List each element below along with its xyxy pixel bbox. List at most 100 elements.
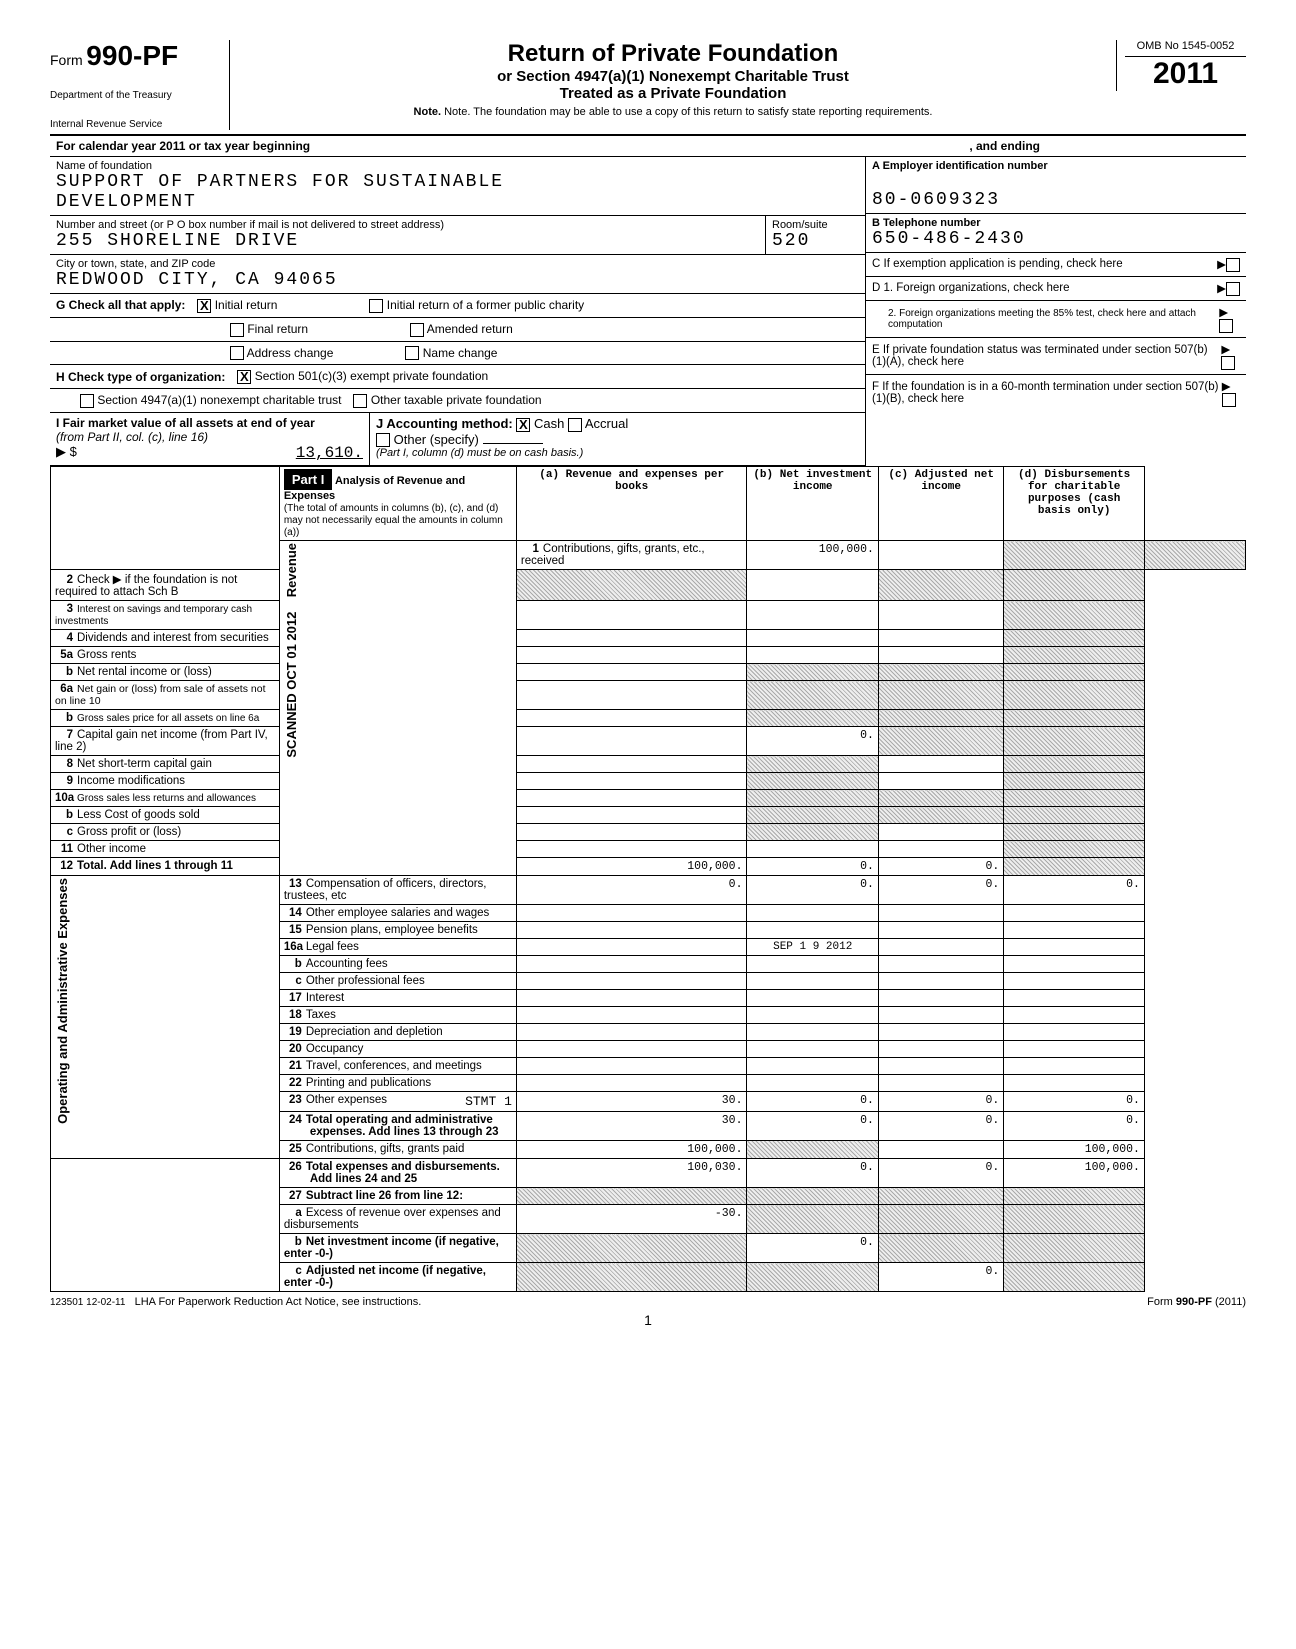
- note-text: Note. The foundation may be able to use …: [444, 106, 932, 118]
- room-value: 520: [772, 231, 859, 251]
- l16a-label: Legal fees: [306, 941, 359, 953]
- l13-b: 0.: [747, 876, 878, 905]
- col-b-header: (b) Net investment income: [747, 467, 878, 541]
- name-change-checkbox[interactable]: [405, 346, 419, 360]
- l26-label: Total expenses and disbursements.: [306, 1161, 500, 1173]
- l7-label: Capital gain net income (from Part IV, l…: [55, 729, 268, 753]
- j-cash-checkbox[interactable]: X: [516, 418, 530, 432]
- line-13: Operating and Administrative Expenses 13…: [51, 876, 1246, 905]
- d2-checkbox[interactable]: [1219, 319, 1233, 333]
- ein-label: A Employer identification number: [872, 160, 1240, 172]
- final-return-checkbox[interactable]: [230, 323, 244, 337]
- amended-checkbox[interactable]: [410, 323, 424, 337]
- l3-label: Interest on savings and temporary cash i…: [55, 604, 252, 627]
- l1-label: Contributions, gifts, grants, etc., rece…: [521, 543, 705, 567]
- c-row: C If exemption application is pending, c…: [866, 253, 1246, 277]
- h-501c3-checkbox[interactable]: X: [237, 370, 251, 384]
- addr-value: 255 SHORELINE DRIVE: [56, 231, 759, 251]
- e-row: E If private foundation status was termi…: [866, 338, 1246, 375]
- j-accrual-checkbox[interactable]: [568, 418, 582, 432]
- col-d-header: (d) Disbursements for charitable purpose…: [1004, 467, 1145, 541]
- h-4947-checkbox[interactable]: [80, 394, 94, 408]
- l9-label: Income modifications: [77, 775, 185, 787]
- g-check-row-2: Final return Amended return: [50, 318, 865, 342]
- l27-label: Subtract line 26 from line 12:: [306, 1190, 463, 1202]
- part1-subtitle: (The total of amounts in columns (b), (c…: [284, 503, 503, 538]
- j-other-label: Other (specify): [394, 432, 479, 447]
- l24-label: Total operating and administrative: [306, 1114, 493, 1126]
- l13-a: 0.: [516, 876, 747, 905]
- l23-stmt: STMT 1: [465, 1094, 512, 1109]
- dept-treasury: Department of the Treasury: [50, 90, 221, 101]
- room-suite-col: Room/suite 520: [765, 216, 865, 254]
- h-label: H Check type of organization:: [56, 370, 225, 384]
- l24-a: 30.: [516, 1112, 747, 1141]
- initial-former-checkbox[interactable]: [369, 299, 383, 313]
- l8-label: Net short-term capital gain: [77, 758, 212, 770]
- l27a-label: Excess of revenue over expenses and disb…: [284, 1207, 501, 1231]
- l12-c: 0.: [878, 858, 1003, 876]
- i-value: 13,610.: [296, 444, 363, 462]
- form-year-block: OMB No 1545-0052 2011: [1116, 40, 1246, 91]
- l16c-label: Other professional fees: [306, 975, 425, 987]
- city-block: City or town, state, and ZIP code REDWOO…: [50, 255, 865, 294]
- d2-label: 2. Foreign organizations meeting the 85%…: [872, 308, 1219, 330]
- footer-form: Form 990-PF (2011): [1147, 1296, 1246, 1308]
- line-9: 9Income modifications: [51, 773, 1246, 790]
- l23-b: 0.: [747, 1092, 878, 1112]
- addr-change-label: Address change: [247, 346, 334, 360]
- l27b-b: 0.: [747, 1234, 878, 1263]
- l27a-a: -30.: [516, 1205, 747, 1234]
- l2-label: Check ▶ if the foundation is not require…: [55, 574, 237, 598]
- d1-checkbox[interactable]: [1226, 282, 1240, 296]
- l24-c: 0.: [878, 1112, 1003, 1141]
- f-row: F If the foundation is in a 60-month ter…: [866, 375, 1246, 411]
- g-label: G Check all that apply:: [56, 298, 185, 312]
- h-501c3-label: Section 501(c)(3) exempt private foundat…: [255, 369, 488, 383]
- ein-value: 80-0609323: [872, 190, 1240, 210]
- initial-return-checkbox[interactable]: X: [197, 299, 211, 313]
- l19-label: Depreciation and depletion: [306, 1026, 443, 1038]
- l23-a: 30.: [516, 1092, 747, 1112]
- footer-lha: LHA For Paperwork Reduction Act Notice, …: [135, 1296, 422, 1308]
- c-checkbox[interactable]: [1226, 258, 1240, 272]
- l12-a: 100,000.: [516, 858, 747, 876]
- l20-label: Occupancy: [306, 1043, 364, 1055]
- l14-label: Other employee salaries and wages: [306, 907, 489, 919]
- h-4947-label: Section 4947(a)(1) nonexempt charitable …: [97, 393, 341, 407]
- footer-row: 123501 12-02-11 LHA For Paperwork Reduct…: [50, 1292, 1246, 1312]
- form-note: Note. Note. The foundation may be able t…: [250, 106, 1096, 118]
- line-6b: bGross sales price for all assets on lin…: [51, 710, 1246, 727]
- h-other-checkbox[interactable]: [353, 394, 367, 408]
- e-checkbox[interactable]: [1221, 356, 1235, 370]
- l5a-label: Gross rents: [77, 649, 136, 661]
- dept-irs: Internal Revenue Service: [50, 119, 221, 130]
- line-6a: 6aNet gain or (loss) from sale of assets…: [51, 681, 1246, 710]
- cal-year-begin: For calendar year 2011 or tax year begin…: [50, 136, 316, 156]
- f-checkbox[interactable]: [1222, 393, 1236, 407]
- l27c-label: Adjusted net income (if negative, enter …: [284, 1265, 486, 1289]
- d2-row: 2. Foreign organizations meeting the 85%…: [866, 301, 1246, 338]
- line-10b: bLess Cost of goods sold: [51, 807, 1246, 824]
- addr-change-checkbox[interactable]: [230, 346, 244, 360]
- form-prefix: Form: [50, 52, 83, 68]
- part1-header: Part I: [284, 469, 333, 490]
- line-10c: cGross profit or (loss): [51, 824, 1246, 841]
- col-a-header: (a) Revenue and expenses per books: [516, 467, 747, 541]
- g-check-row: G Check all that apply: X Initial return…: [50, 294, 865, 318]
- l23-label: Other expenses: [306, 1094, 387, 1106]
- form-subtitle1: or Section 4947(a)(1) Nonexempt Charitab…: [250, 68, 1096, 85]
- phone-label: B Telephone number: [872, 217, 1240, 229]
- amended-label: Amended return: [427, 322, 513, 336]
- l10a-label: Gross sales less returns and allowances: [77, 793, 256, 804]
- foundation-name-2: DEVELOPMENT: [56, 192, 859, 212]
- l23-d: 0.: [1004, 1092, 1145, 1112]
- j-other-checkbox[interactable]: [376, 433, 390, 447]
- ein-block: A Employer identification number 80-0609…: [866, 157, 1246, 214]
- calendar-year-row: For calendar year 2011 or tax year begin…: [50, 136, 1246, 157]
- form-title-block: Return of Private Foundation or Section …: [230, 40, 1116, 118]
- initial-return-label: Initial return: [215, 298, 278, 312]
- footer-code: 123501 12-02-11: [50, 1297, 125, 1308]
- l24-b: 0.: [747, 1112, 878, 1141]
- l6b-label: Gross sales price for all assets on line…: [77, 713, 259, 724]
